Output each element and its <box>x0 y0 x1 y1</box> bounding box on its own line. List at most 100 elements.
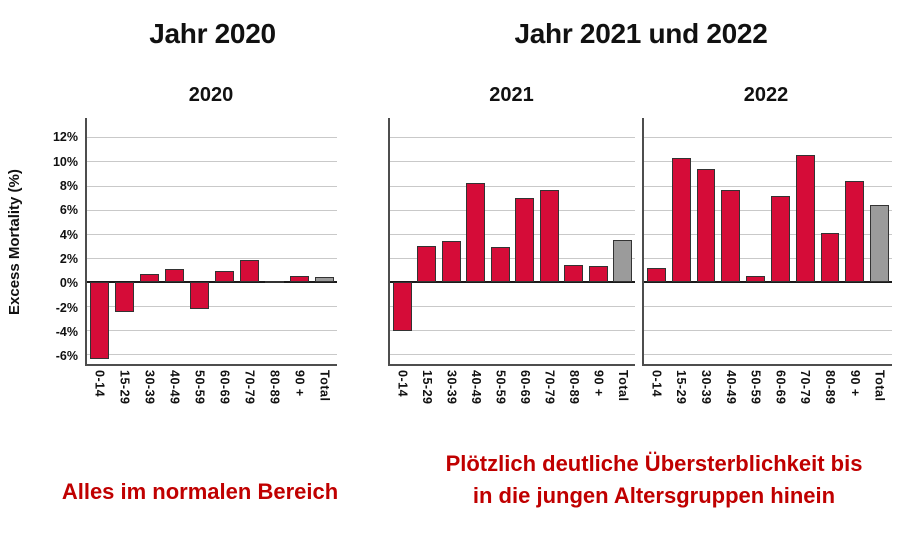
header-jahr-2020: Jahr 2020 <box>149 18 276 49</box>
bar-2021-30-39 <box>441 241 461 282</box>
gridline <box>87 161 337 163</box>
y-tick-label: 10% <box>52 154 78 169</box>
x-tick-label: 0-14 <box>644 370 669 397</box>
gridline <box>87 209 337 211</box>
bar-2020-70-79 <box>240 260 259 282</box>
x-tick-label-text: 30-39 <box>444 370 459 405</box>
x-tick-label-text: 60-69 <box>517 370 532 405</box>
x-tick-label: 80-89 <box>262 370 287 404</box>
bar-2020-60-69 <box>215 271 234 282</box>
x-tick-label-text: 70-79 <box>798 370 813 405</box>
y-axis-title: Excess Mortality (%) <box>6 169 23 315</box>
bar-2021-80-89 <box>564 265 584 282</box>
x-tick-label-text: 40-49 <box>167 370 182 405</box>
bar-2022-15-29 <box>671 157 691 282</box>
caption-excess-line-1: Plötzlich deutliche Übersterblichkeit bi… <box>445 451 863 476</box>
x-tick-label-text: 70-79 <box>242 370 257 405</box>
x-tick-label-text: 90 + <box>292 370 307 397</box>
chart-2022-plot-area: 0-14 15-29 30-39 40-49 50-59 60-69 70-79 80-89 9… <box>642 118 892 404</box>
x-tick-label-text: Total <box>317 370 332 402</box>
gridline <box>644 209 892 211</box>
header-jahr-2021-2022: Jahr 2021 und 2022 <box>514 18 768 49</box>
gridline <box>87 257 337 259</box>
x-tick-label: 30-39 <box>439 370 464 404</box>
gridline <box>87 330 337 332</box>
bar-2021-50-59 <box>490 247 510 282</box>
x-tick-label-text: 90 + <box>591 370 606 397</box>
x-tick-label: 30-39 <box>694 370 719 404</box>
chart-2021-plot-area: 0-14 15-29 30-39 40-49 50-59 60-69 70-79 80-89 9… <box>388 118 635 404</box>
gridline <box>87 354 337 356</box>
x-tick-label-text: 40-49 <box>723 370 738 405</box>
gridline <box>390 185 635 187</box>
gridline <box>390 137 635 139</box>
gridline <box>644 185 892 187</box>
x-tick-label: Total <box>312 370 337 401</box>
x-tick-label-text: 80-89 <box>822 370 837 405</box>
bar-2022-Total <box>870 204 890 282</box>
gridline <box>87 185 337 187</box>
x-tick-label: 80-89 <box>818 370 843 404</box>
gridline <box>390 354 635 356</box>
gridline <box>390 209 635 211</box>
x-tick-label-text: 30-39 <box>142 370 157 405</box>
x-tick-label-text: 80-89 <box>267 370 282 405</box>
x-tick-label: 60-69 <box>513 370 538 404</box>
bar-2022-80-89 <box>820 232 840 282</box>
x-tick-label: 0-14 <box>390 370 415 397</box>
y-tick-label: -4% <box>55 324 78 339</box>
x-tick-label: 40-49 <box>464 370 489 404</box>
bar-2020-15-29 <box>115 282 134 313</box>
x-tick-label: 90 + <box>586 370 611 397</box>
x-tick-label-text: 15-29 <box>419 370 434 405</box>
x-tick-label: 30-39 <box>137 370 162 404</box>
x-tick-label: 50-59 <box>743 370 768 404</box>
chart-title-2021: 2021 <box>489 84 534 106</box>
gridline <box>390 161 635 163</box>
gridline <box>390 257 635 259</box>
bar-2021-60-69 <box>515 197 535 282</box>
chart-title-2022: 2022 <box>743 84 789 106</box>
x-tick-label: 40-49 <box>162 370 187 404</box>
y-tick-label: 6% <box>59 203 78 218</box>
gridline <box>644 306 892 308</box>
x-tick-label-text: 50-59 <box>493 370 508 405</box>
y-tick-label: 0% <box>59 276 78 291</box>
y-tick-label: -2% <box>55 300 78 315</box>
y-tick-label: 2% <box>59 252 78 267</box>
x-tick-label: 70-79 <box>793 370 818 404</box>
zero-axis-line <box>390 281 635 283</box>
zero-axis-line <box>87 281 337 283</box>
x-tick-label: 50-59 <box>488 370 513 404</box>
bar-2020-90+ <box>290 275 309 282</box>
x-tick-label: 70-79 <box>537 370 562 404</box>
x-tick-label: 15-29 <box>669 370 694 404</box>
y-axis-tick-labels: 12% 10% 8% 6% 4% 2% 0% -2% -4% -6% <box>26 118 82 366</box>
caption-normal-range: Alles im normalen Bereich <box>61 479 339 504</box>
y-tick-label: 12% <box>52 130 78 145</box>
gridline <box>390 306 635 308</box>
x-tick-label: Total <box>611 370 636 401</box>
bar-2022-70-79 <box>795 155 815 282</box>
chart-2020-plot-area: 0-14 15-29 30-39 40-49 50-59 60-69 70-79 80-89 9… <box>85 118 337 404</box>
x-tick-label-text: 0-14 <box>92 370 107 398</box>
x-tick-label-text: 0-14 <box>395 370 410 398</box>
x-tick-label-text: 40-49 <box>468 370 483 405</box>
gridline <box>87 137 337 139</box>
gridline <box>644 330 892 332</box>
caption-excess-line-2: in die jungen Altersgruppen hinein <box>472 482 836 508</box>
bar-2022-0-14 <box>646 267 666 282</box>
y-tick-label: -6% <box>55 349 78 364</box>
x-tick-label: 90 + <box>287 370 312 397</box>
x-tick-label-text: 90 + <box>847 370 862 397</box>
x-tick-label-text: 50-59 <box>748 370 763 405</box>
bar-2020-80-89 <box>265 281 284 284</box>
x-tick-label: 40-49 <box>718 370 743 404</box>
bar-2021-Total <box>613 239 633 282</box>
zero-axis-line <box>644 281 892 283</box>
x-tick-label-text: 15-29 <box>117 370 132 405</box>
x-tick-label: 90 + <box>842 370 867 397</box>
bar-2021-40-49 <box>466 183 486 282</box>
x-tick-label: 70-79 <box>237 370 262 404</box>
